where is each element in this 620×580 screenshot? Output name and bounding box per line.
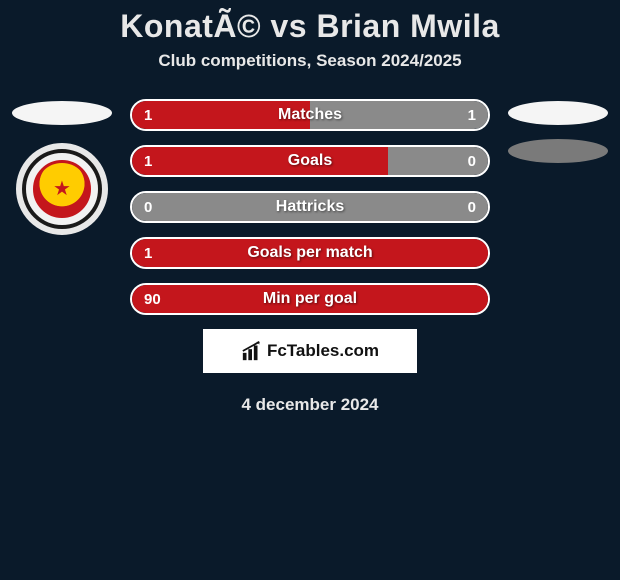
brand-box[interactable]: FcTables.com	[203, 329, 417, 373]
stat-bar: 1Goals per match	[130, 237, 490, 269]
stat-bar: 00Hattricks	[130, 191, 490, 223]
main-row: ★ 11Matches 10Goals 00Hattricks 1Goals per …	[0, 99, 620, 315]
badge-ring	[22, 149, 102, 229]
stat-right-value: 1	[310, 101, 488, 129]
stats-column: 11Matches 10Goals 00Hattricks 1Goals per ma…	[130, 99, 490, 315]
stat-right-value: 0	[310, 193, 488, 221]
brand-name: FcTables.com	[267, 341, 379, 361]
stat-left-value: 1	[132, 239, 488, 267]
club-badge-left: ★	[16, 143, 108, 235]
stat-left-value: 1	[132, 147, 388, 175]
left-side-column: ★	[12, 99, 112, 235]
player-right-placeholder	[508, 101, 608, 125]
comparison-widget: KonatÃ© vs Brian Mwila Club competitions…	[0, 0, 620, 415]
stat-left-value: 90	[132, 285, 488, 313]
page-title: KonatÃ© vs Brian Mwila	[0, 8, 620, 45]
bars-icon	[241, 340, 263, 362]
club-right-placeholder	[508, 139, 608, 163]
page-subtitle: Club competitions, Season 2024/2025	[0, 51, 620, 71]
stat-bar: 90Min per goal	[130, 283, 490, 315]
stat-bar: 10Goals	[130, 145, 490, 177]
stat-right-value: 0	[388, 147, 488, 175]
player-left-placeholder	[12, 101, 112, 125]
date-line: 4 december 2024	[0, 395, 620, 415]
stat-bar: 11Matches	[130, 99, 490, 131]
right-side-column	[508, 99, 608, 163]
stat-left-value: 0	[132, 193, 310, 221]
stat-left-value: 1	[132, 101, 310, 129]
